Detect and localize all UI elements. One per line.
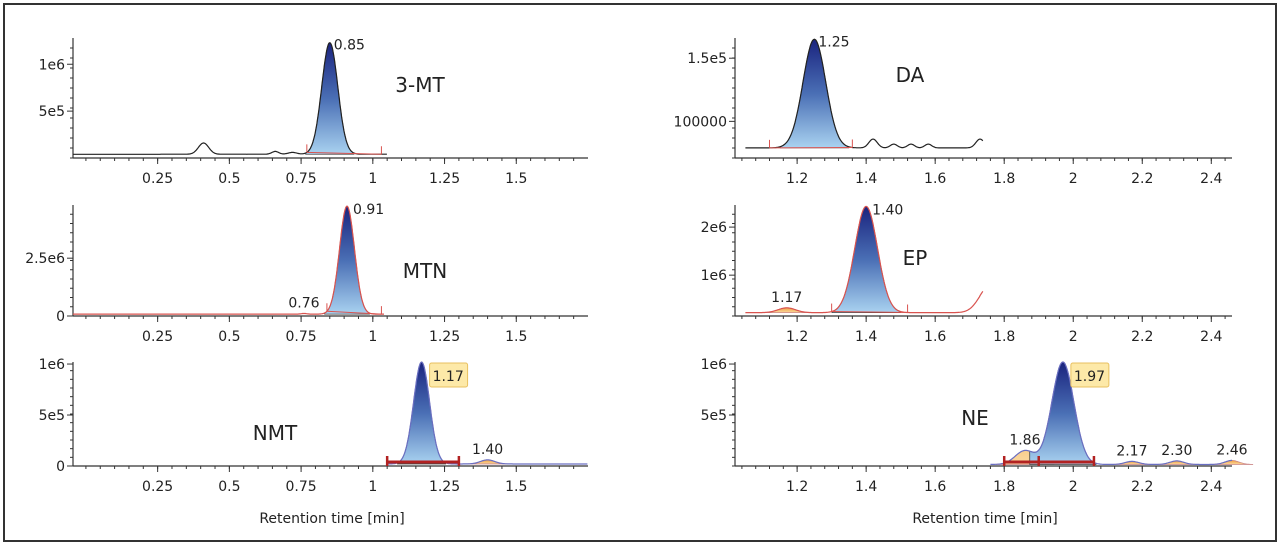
x-tick-label: 1.5 <box>505 329 527 345</box>
compound-label: DA <box>896 63 925 87</box>
x-tick-label: 1.4 <box>855 171 877 187</box>
y-tick-label: 0 <box>56 459 65 475</box>
x-tick-label: 2 <box>1069 171 1078 187</box>
peak-label: 0.76 <box>288 295 319 311</box>
x-tick-label: 1.6 <box>924 171 946 187</box>
y-tick-label: 1e6 <box>39 57 66 73</box>
peak-label: 1.40 <box>872 202 903 218</box>
peak-label: 1.17 <box>771 290 802 306</box>
x-tick-label: 1.2 <box>786 171 808 187</box>
figure-frame <box>3 3 1277 542</box>
x-tick-label: 1.25 <box>429 479 460 495</box>
y-tick-label: 100000 <box>674 114 727 130</box>
panel-ne: 1.2 1.4 1.6 1.8 2 2.2 2.4 5e5 1e6 1.86 1.97 2.17 2.3… <box>701 357 1254 495</box>
x-tick-label: 1.5 <box>505 171 527 187</box>
x-tick-label: 1.5 <box>505 479 527 495</box>
x-tick-label: 1.2 <box>786 479 808 495</box>
x-tick-label: 0.5 <box>218 329 240 345</box>
x-tick-label: 2.4 <box>1200 171 1222 187</box>
compound-label: NMT <box>253 421 298 445</box>
x-tick-label: 1.6 <box>924 479 946 495</box>
panel-mtn: 0.25 0.5 0.75 1 1.25 1.5 0 2.5e6 0.76 0.91 MTN <box>25 202 588 345</box>
x-tick-label: 2.2 <box>1131 329 1153 345</box>
integration-baseline <box>831 311 908 313</box>
x-tick-label: 2.2 <box>1131 171 1153 187</box>
x-tick-label: 1 <box>368 479 377 495</box>
x-tick-label: 0.5 <box>218 479 240 495</box>
panel-3-mt: 0.25 0.5 0.75 1 1.25 1.5 5e5 1e6 0.85 3-MT <box>39 38 588 187</box>
x-tick-label: 2.4 <box>1200 329 1222 345</box>
y-tick-label: 0 <box>56 309 65 325</box>
x-tick-label: 1.8 <box>993 479 1015 495</box>
x-tick-label: 1.4 <box>855 479 877 495</box>
trace-line <box>387 361 588 465</box>
compound-label: NE <box>961 406 989 430</box>
compound-label: EP <box>903 246 928 270</box>
peak-label-highlight <box>1070 362 1110 388</box>
x-tick-label: 0.75 <box>286 171 317 187</box>
x-tick-label: 0.75 <box>286 479 317 495</box>
x-tick-label: 0.25 <box>142 329 173 345</box>
x-tick-label: 1.2 <box>786 329 808 345</box>
panel-ep: 1.2 1.4 1.6 1.8 2 2.2 2.4 1e6 2e6 1.17 1.40 EP <box>701 202 1232 345</box>
x-axis-label-right: Retention time [min] <box>912 511 1057 527</box>
x-tick-label: 1.8 <box>993 171 1015 187</box>
trace-line <box>990 361 1232 466</box>
integration-baseline <box>306 151 382 155</box>
peak-label-highlight <box>429 362 469 388</box>
peak-fill <box>324 205 370 315</box>
peak-label: 0.91 <box>353 202 384 218</box>
x-tick-label: 1 <box>368 329 377 345</box>
compound-label: 3-MT <box>395 73 445 97</box>
integration-baseline <box>326 310 382 315</box>
trace-line <box>73 42 387 155</box>
y-tick-label: 2.5e6 <box>25 251 65 267</box>
y-tick-label: 2e6 <box>701 220 728 236</box>
peak-label: 1.25 <box>818 34 849 50</box>
panel-nmt: 0.25 0.5 0.75 1 1.25 1.5 0 5e5 1e6 1.17 1.40 NMT <box>39 357 588 495</box>
x-tick-label: 1.25 <box>429 329 460 345</box>
peak-fill <box>305 42 355 155</box>
trace-line <box>745 38 984 149</box>
x-axis-label-left: Retention time [min] <box>259 511 404 527</box>
y-tick-label: 5e5 <box>701 408 727 424</box>
y-tick-label: 5e5 <box>39 104 65 120</box>
x-tick-label: 2.4 <box>1200 479 1222 495</box>
x-tick-label: 2 <box>1069 329 1078 345</box>
x-tick-label: 0.25 <box>142 479 173 495</box>
x-tick-label: 1.8 <box>993 329 1015 345</box>
x-tick-label: 0.25 <box>142 171 173 187</box>
panel-da: 1.2 1.4 1.6 1.8 2 2.2 2.4 100000 1.5e5 1.25 DA <box>674 34 1232 187</box>
peak-label: 2.46 <box>1216 442 1247 458</box>
trace-line <box>745 205 984 314</box>
compound-label: MTN <box>403 259 447 283</box>
peak-label: 1.40 <box>472 442 503 458</box>
y-tick-label: 1.5e5 <box>687 51 727 67</box>
peak-fill <box>779 38 850 149</box>
y-tick-label: 5e5 <box>39 408 65 424</box>
peak-label: 1.97 <box>1074 369 1105 385</box>
peak-label: 2.30 <box>1161 443 1192 459</box>
x-tick-label: 1.25 <box>429 171 460 187</box>
trace-line <box>73 205 384 315</box>
peak-label: 1.86 <box>1009 432 1040 448</box>
y-tick-label: 1e6 <box>701 357 728 373</box>
x-tick-label: 2 <box>1069 479 1078 495</box>
x-tick-label: 1.6 <box>924 329 946 345</box>
x-tick-label: 1.4 <box>855 329 877 345</box>
x-tick-label: 0.5 <box>218 171 240 187</box>
x-tick-label: 1 <box>368 171 377 187</box>
x-tick-label: 2.2 <box>1131 479 1153 495</box>
peak-label: 0.85 <box>334 38 365 54</box>
y-tick-label: 1e6 <box>701 268 728 284</box>
y-tick-label: 1e6 <box>39 357 66 373</box>
x-tick-label: 0.75 <box>286 329 317 345</box>
peak-label: 2.17 <box>1116 443 1147 459</box>
peak-label: 1.17 <box>433 369 464 385</box>
peak-fill <box>831 206 901 314</box>
